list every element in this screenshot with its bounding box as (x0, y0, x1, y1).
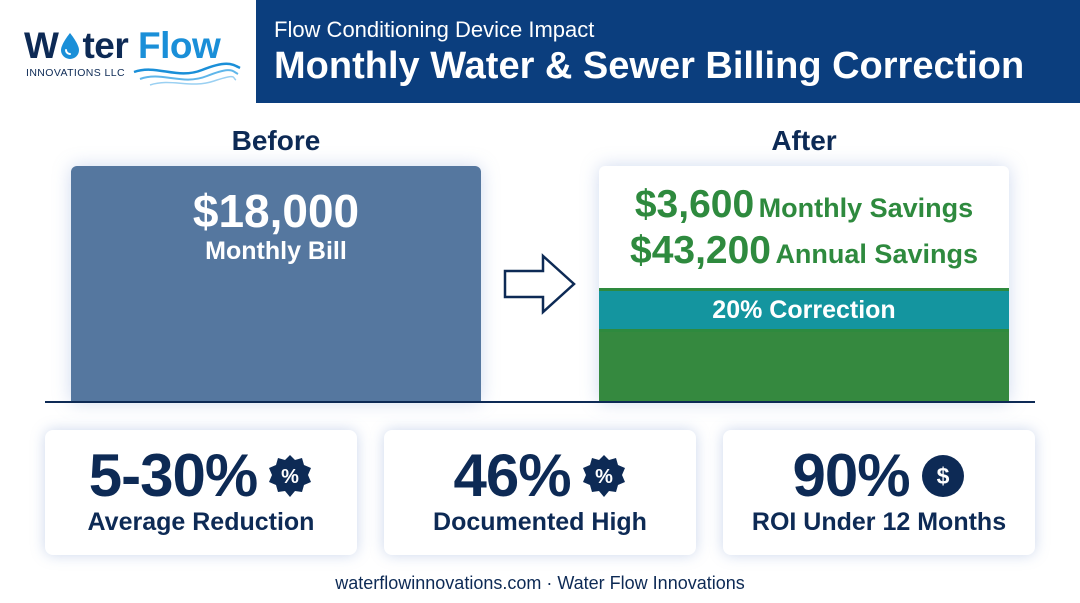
page-title: Monthly Water & Sewer Billing Correction (274, 45, 1025, 87)
logo-subtitle: INNOVATIONS LLC (26, 67, 125, 79)
annual-savings-amount: $43,200 (630, 229, 771, 272)
before-caption: Monthly Bill (205, 237, 347, 265)
before-bar: $18,000 Monthly Bill (71, 166, 481, 402)
stat-label: ROI Under 12 Months (751, 508, 1007, 536)
water-drop-icon (58, 26, 82, 66)
before-label: Before (231, 125, 321, 156)
logo-flow-word: Flow (138, 25, 221, 66)
footer-text: waterflowinnovations.com · Water Flow In… (335, 573, 745, 593)
header-subtitle: Flow Conditioning Device Impact (274, 17, 595, 42)
after-bar: $3,600 Monthly Savings $43,200 Annual Sa… (599, 166, 1009, 402)
svg-text:%: % (281, 466, 299, 488)
percent-badge-icon: % (269, 455, 312, 497)
baseline-divider (45, 401, 1035, 403)
stat-value: 46% (453, 442, 571, 509)
percent-badge-icon: % (582, 455, 625, 497)
monthly-savings-text: Monthly Savings (758, 193, 974, 223)
svg-text:$: $ (936, 463, 949, 489)
correction-band: 20% Correction (599, 288, 1009, 332)
dollar-coin-icon: $ (921, 455, 964, 497)
before-amount: $18,000 (192, 185, 360, 237)
logo-letters-ter: ter (82, 25, 129, 66)
stat-label: Documented High (433, 508, 647, 536)
stat-card-average-reduction: 5-30% % Average Reduction (45, 430, 357, 555)
svg-text:%: % (595, 466, 613, 488)
annual-savings: $43,200 Annual Savings (599, 229, 1009, 273)
stat-card-roi: 90% $ ROI Under 12 Months (723, 430, 1035, 555)
logo-letter-w: W (24, 25, 59, 66)
right-arrow-icon (503, 253, 576, 315)
header-banner: Flow Conditioning Device Impact Monthly … (256, 0, 1080, 103)
wave-icon (133, 62, 241, 86)
remaining-bill-fill (599, 332, 1009, 402)
after-label: After (771, 125, 837, 156)
monthly-savings-amount: $3,600 (634, 183, 755, 226)
stat-card-documented-high: 46% % Documented High (384, 430, 696, 555)
annual-savings-text: Annual Savings (775, 239, 978, 269)
stat-label: Average Reduction (87, 508, 315, 536)
stat-value: 5-30% (88, 442, 258, 509)
stat-value: 90% (792, 442, 910, 509)
monthly-savings: $3,600 Monthly Savings (599, 183, 1009, 227)
